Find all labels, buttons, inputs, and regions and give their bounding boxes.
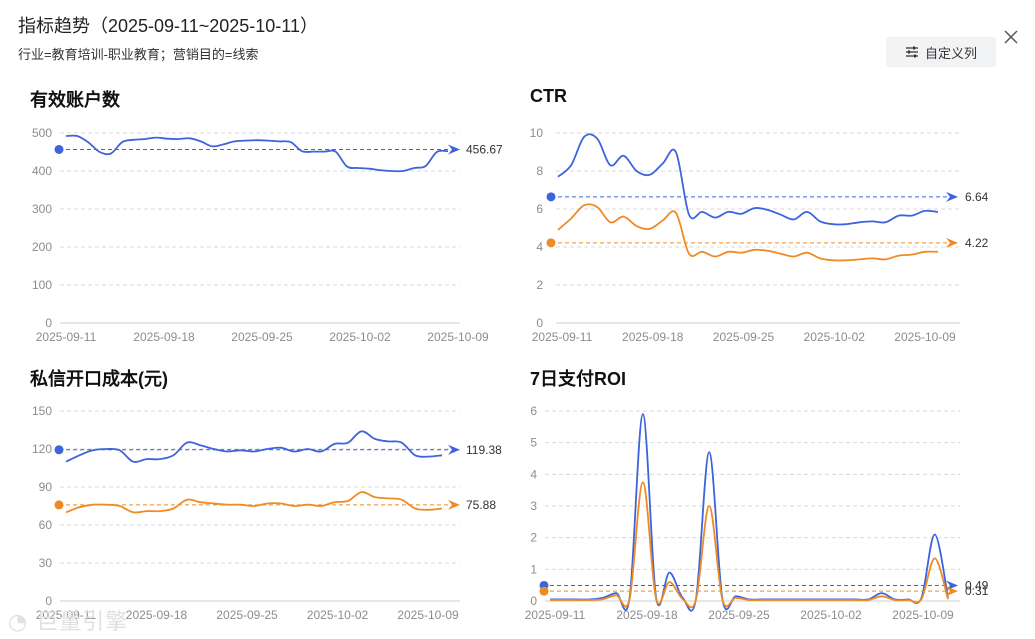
reference-arrow — [946, 237, 958, 248]
reference-value-label: 0.49 — [965, 578, 989, 592]
reference-arrow — [448, 499, 460, 510]
watermark-logo: ◔ 巨量引擎 — [8, 610, 129, 635]
y-tick-label: 500 — [32, 126, 52, 140]
chart-title-dm-cost: 私信开口成本(元) — [30, 369, 168, 389]
series-line — [549, 481, 949, 609]
y-tick-label: 30 — [39, 556, 53, 570]
y-tick-label: 5 — [530, 436, 537, 450]
chart-title-active-accounts: 有效账户数 — [30, 90, 120, 110]
x-tick-label: 2025-09-25 — [713, 330, 775, 344]
reference-value-label: 0.31 — [965, 584, 989, 598]
x-tick-label: 2025-09-11 — [36, 608, 97, 622]
x-tick-label: 2025-09-25 — [708, 608, 770, 622]
chart-title-ctr: CTR — [530, 86, 567, 106]
reference-dot — [546, 238, 556, 248]
reference-dot — [54, 144, 64, 154]
reference-arrow — [448, 144, 460, 155]
series-line — [550, 413, 949, 612]
filter-summary: 行业=教育培训-职业教育；营销目的=线索 — [18, 47, 259, 62]
x-tick-label: 2025-09-11 — [525, 608, 586, 622]
x-tick-label: 2025-09-11 — [532, 330, 593, 344]
reference-value-label: 456.67 — [466, 142, 503, 156]
y-tick-label: 150 — [32, 404, 52, 418]
reference-arrow — [448, 444, 460, 455]
y-tick-label: 400 — [32, 164, 52, 178]
x-tick-label: 2025-09-18 — [622, 330, 684, 344]
x-tick-label: 2025-09-25 — [231, 330, 293, 344]
page-title: 指标趋势（2025-09-11~2025-10-11） — [18, 16, 318, 36]
x-tick-label: 2025-09-18 — [616, 608, 678, 622]
custom-columns-label: 自定义列 — [924, 45, 977, 61]
reference-dot — [539, 586, 549, 596]
y-tick-label: 2 — [530, 531, 537, 545]
custom-columns-button[interactable]: 自定义列 — [886, 37, 996, 67]
x-tick-label: 2025-10-09 — [892, 608, 954, 622]
reference-dot — [54, 500, 64, 510]
y-tick-label: 2 — [536, 278, 543, 292]
y-tick-label: 0 — [45, 316, 52, 330]
y-tick-label: 6 — [530, 404, 537, 418]
x-tick-label: 2025-10-02 — [804, 330, 866, 344]
y-tick-label: 4 — [530, 467, 537, 481]
y-tick-label: 3 — [530, 499, 537, 513]
y-tick-label: 0 — [45, 594, 52, 608]
y-tick-label: 0 — [536, 316, 543, 330]
settings-sliders-icon — [905, 46, 918, 58]
reference-arrow — [946, 586, 958, 597]
x-tick-label: 2025-10-02 — [307, 608, 369, 622]
series-line — [65, 134, 449, 173]
series-line — [65, 430, 443, 463]
x-tick-label: 2025-10-09 — [397, 608, 459, 622]
chart-title-roi: 7日支付ROI — [530, 369, 627, 389]
series-line — [65, 491, 443, 514]
y-tick-label: 100 — [32, 278, 52, 292]
y-tick-label: 90 — [39, 480, 53, 494]
close-icon[interactable] — [1004, 30, 1020, 46]
reference-dot — [54, 445, 64, 455]
reference-value-label: 75.88 — [466, 498, 496, 512]
x-tick-label: 2025-09-18 — [133, 330, 195, 344]
reference-value-label: 119.38 — [466, 443, 502, 457]
y-tick-label: 6 — [536, 202, 543, 216]
x-tick-label: 2025-10-02 — [329, 330, 391, 344]
x-tick-label: 2025-09-11 — [36, 330, 97, 344]
y-tick-label: 200 — [32, 240, 52, 254]
reference-value-label: 4.22 — [965, 236, 989, 250]
x-tick-label: 2025-10-02 — [800, 608, 862, 622]
x-tick-label: 2025-10-09 — [427, 330, 489, 344]
x-tick-label: 2025-09-25 — [216, 608, 278, 622]
series-line — [557, 133, 939, 226]
y-tick-label: 8 — [536, 164, 543, 178]
series-line — [557, 203, 939, 262]
y-tick-label: 4 — [536, 240, 543, 254]
y-tick-label: 300 — [32, 202, 52, 216]
y-tick-label: 10 — [530, 126, 544, 140]
y-tick-label: 60 — [39, 518, 53, 532]
x-tick-label: 2025-10-09 — [894, 330, 956, 344]
x-tick-label: 2025-09-18 — [126, 608, 188, 622]
y-tick-label: 0 — [530, 594, 537, 608]
y-tick-label: 120 — [32, 442, 52, 456]
reference-value-label: 6.64 — [965, 190, 989, 204]
y-tick-label: 1 — [530, 562, 537, 576]
reference-dot — [546, 192, 556, 202]
reference-arrow — [946, 191, 958, 202]
